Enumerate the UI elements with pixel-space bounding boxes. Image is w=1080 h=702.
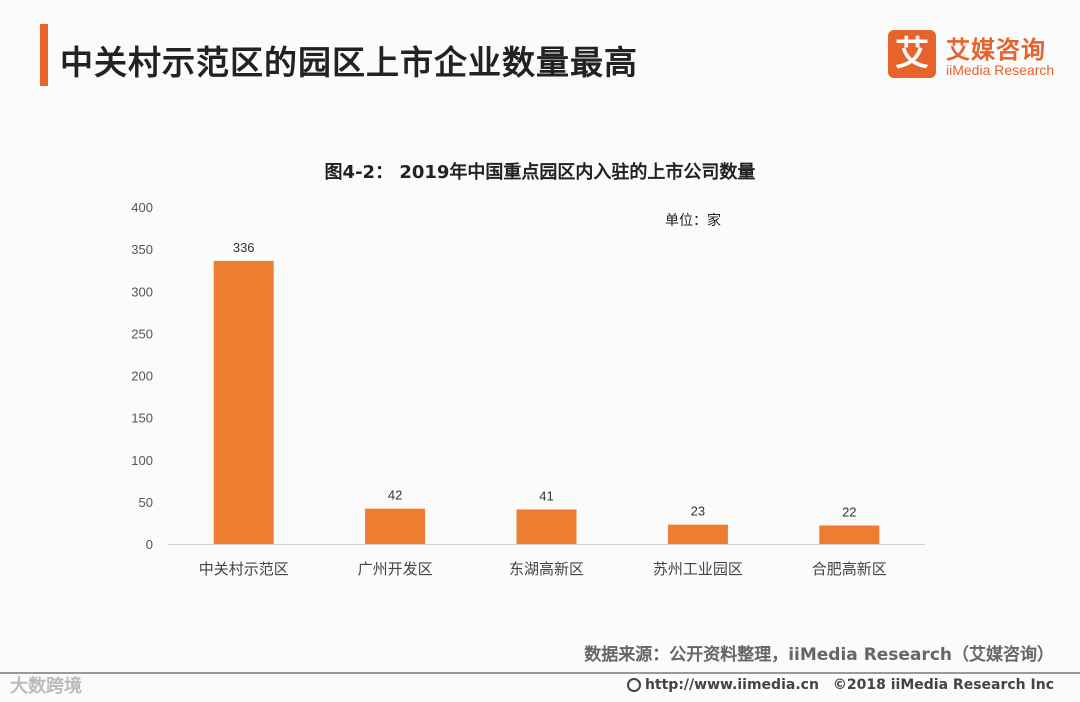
data-label: 41 (539, 488, 553, 503)
y-tick-label: 400 (131, 200, 153, 215)
data-label: 22 (842, 504, 856, 519)
y-tick-label: 350 (131, 242, 153, 257)
x-tick-label: 广州开发区 (358, 560, 433, 578)
y-tick-label: 100 (131, 453, 153, 468)
y-tick-label: 300 (131, 284, 153, 299)
data-label: 336 (233, 240, 255, 255)
unit-label: 单位：家 (665, 213, 721, 229)
bar (516, 509, 577, 544)
logo-mark-icon: 艾 (888, 30, 936, 78)
x-tick-label: 东湖高新区 (509, 560, 584, 578)
footer-url[interactable]: http://www.iimedia.cn (644, 677, 819, 693)
bar (365, 508, 426, 544)
bar (213, 260, 274, 544)
bar (667, 524, 728, 544)
x-tick-label: 苏州工业园区 (653, 560, 743, 578)
footer-divider (0, 672, 1080, 674)
bar (819, 525, 880, 544)
page-title: 中关村示范区的园区上市企业数量最高 (60, 43, 638, 82)
y-tick-label: 0 (146, 537, 153, 552)
logo-cn-text: 艾媒咨询 (946, 36, 1046, 64)
globe-icon (626, 678, 641, 692)
x-tick-label: 中关村示范区 (199, 560, 289, 578)
y-tick-label: 50 (139, 495, 153, 510)
chart-title: 图4-2： 2019年中国重点园区内入驻的上市公司数量 (324, 162, 756, 183)
logo-en-text: iiMedia Research (946, 62, 1055, 78)
iimedia-logo: 艾 艾媒咨询 iiMedia Research (888, 30, 1068, 82)
data-label: 23 (691, 504, 705, 519)
footer: http://www.iimedia.cn ©2018 iiMedia Resea… (613, 677, 1054, 693)
footer-copyright: ©2018 iiMedia Research Inc (832, 677, 1054, 693)
data-label: 42 (388, 488, 402, 503)
title-accent-bar (40, 24, 48, 86)
data-source: 数据来源：公开资料整理，iiMedia Research（艾媒咨询） (584, 645, 1054, 665)
y-tick-label: 200 (131, 369, 153, 384)
y-tick-label: 250 (131, 326, 153, 341)
x-tick-label: 合肥高新区 (812, 560, 887, 578)
watermark: 大数跨境 (10, 676, 82, 697)
y-tick-label: 150 (131, 411, 153, 426)
